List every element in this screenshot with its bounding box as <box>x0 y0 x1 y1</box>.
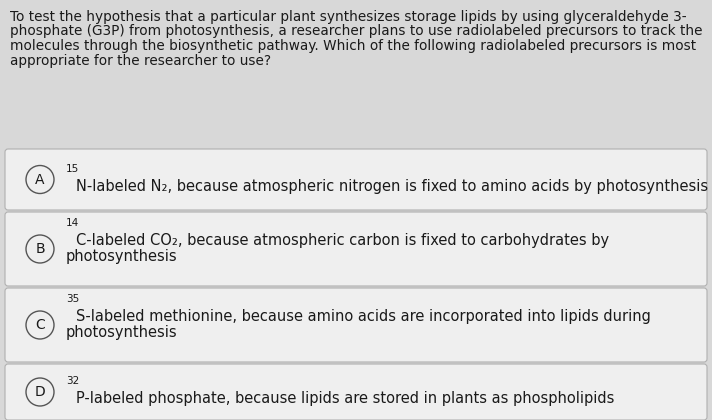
Text: C: C <box>35 318 45 332</box>
FancyBboxPatch shape <box>5 364 707 420</box>
Text: phosphate (G3P) from photosynthesis, a researcher plans to use radiolabeled prec: phosphate (G3P) from photosynthesis, a r… <box>10 24 703 39</box>
Circle shape <box>26 165 54 194</box>
Text: photosynthesis: photosynthesis <box>66 325 177 340</box>
Text: B: B <box>35 242 45 256</box>
Circle shape <box>26 378 54 406</box>
Text: appropriate for the researcher to use?: appropriate for the researcher to use? <box>10 53 271 68</box>
Text: 32: 32 <box>66 376 79 386</box>
FancyBboxPatch shape <box>5 288 707 362</box>
Text: P-labeled phosphate, because lipids are stored in plants as phospholipids: P-labeled phosphate, because lipids are … <box>75 391 614 406</box>
FancyBboxPatch shape <box>5 212 707 286</box>
Text: 14: 14 <box>66 218 79 228</box>
FancyBboxPatch shape <box>5 149 707 210</box>
Circle shape <box>26 311 54 339</box>
Text: 15: 15 <box>66 163 79 173</box>
Text: S-labeled methionine, because amino acids are incorporated into lipids during: S-labeled methionine, because amino acid… <box>75 309 651 324</box>
Text: photosynthesis: photosynthesis <box>66 249 177 264</box>
Text: C-labeled CO₂, because atmospheric carbon is fixed to carbohydrates by: C-labeled CO₂, because atmospheric carbo… <box>75 233 609 248</box>
Text: A: A <box>36 173 45 186</box>
Text: To test the hypothesis that a particular plant synthesizes storage lipids by usi: To test the hypothesis that a particular… <box>10 10 686 24</box>
Circle shape <box>26 235 54 263</box>
Text: D: D <box>35 385 46 399</box>
Text: 35: 35 <box>66 294 79 304</box>
Text: molecules through the biosynthetic pathway. Which of the following radiolabeled : molecules through the biosynthetic pathw… <box>10 39 696 53</box>
Text: N-labeled N₂, because atmospheric nitrogen is fixed to amino acids by photosynth: N-labeled N₂, because atmospheric nitrog… <box>75 178 708 194</box>
